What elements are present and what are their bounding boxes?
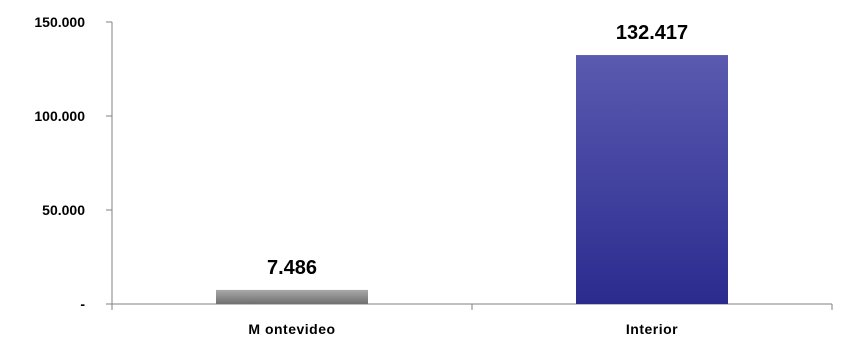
x-category-label: Interior: [626, 321, 678, 337]
y-tick-label: 150.000: [34, 14, 85, 30]
y-tick-label: 50.000: [42, 202, 85, 218]
bar-montevideo: [216, 289, 368, 304]
y-tick-label: 100.000: [34, 108, 85, 124]
bars: [216, 55, 728, 304]
bar-interior: [576, 55, 728, 304]
data-label: 132.417: [616, 22, 688, 44]
x-category-label: M ontevideo: [248, 321, 335, 337]
data-label: 7.486: [267, 257, 317, 279]
y-tick-label: -: [80, 296, 85, 312]
labels: - 50.000 100.000 150.000 7.486 M ontevideo 132…: [34, 14, 688, 337]
